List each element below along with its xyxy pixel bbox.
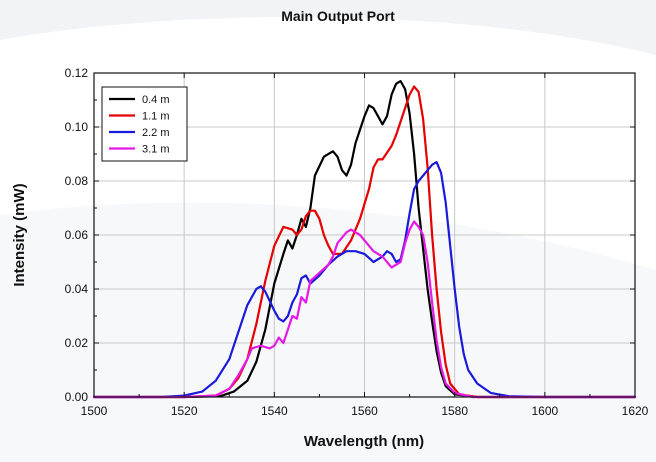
x-tick-label: 1580 — [441, 404, 468, 418]
legend: 0.4 m 1.1 m 2.2 m 3.1 m — [101, 86, 188, 162]
y-tick-label: 0.02 — [65, 336, 89, 350]
series-line-2-2-m — [92, 161, 637, 399]
y-tick-label: 0.12 — [65, 66, 89, 80]
series-line-1-1-m — [92, 85, 637, 399]
y-tick-label: 0.06 — [65, 228, 89, 242]
x-axis-label: Wavelength (nm) — [304, 433, 424, 450]
x-tick-label: 1560 — [351, 404, 378, 418]
x-tick-label: 1540 — [261, 404, 288, 418]
legend-label: 2.2 m — [142, 127, 170, 139]
x-tick-label: 1520 — [171, 404, 198, 418]
y-tick-label: 0.04 — [65, 282, 89, 296]
legend-label: 0.4 m — [142, 94, 170, 106]
x-tick-label: 1500 — [81, 404, 108, 418]
series-lines — [92, 80, 637, 399]
legend-label: 1.1 m — [142, 111, 170, 123]
y-tick-label: 0.00 — [65, 390, 89, 404]
legend-label: 3.1 m — [142, 144, 170, 156]
axis-ticks: 1500 1520 1540 1560 1580 1600 1620 0.00 0.02 0.04… — [65, 66, 649, 418]
series-line-0-4-m — [92, 80, 637, 399]
series-line-3-1-m — [92, 220, 637, 399]
x-tick-label: 1620 — [622, 404, 649, 418]
chart-title: Main Output Port — [281, 8, 395, 24]
y-tick-label: 0.08 — [65, 174, 89, 188]
y-axis-label: Intensity (mW) — [11, 183, 28, 286]
x-tick-label: 1600 — [531, 404, 558, 418]
grid — [94, 73, 635, 397]
y-tick-label: 0.10 — [65, 120, 89, 134]
